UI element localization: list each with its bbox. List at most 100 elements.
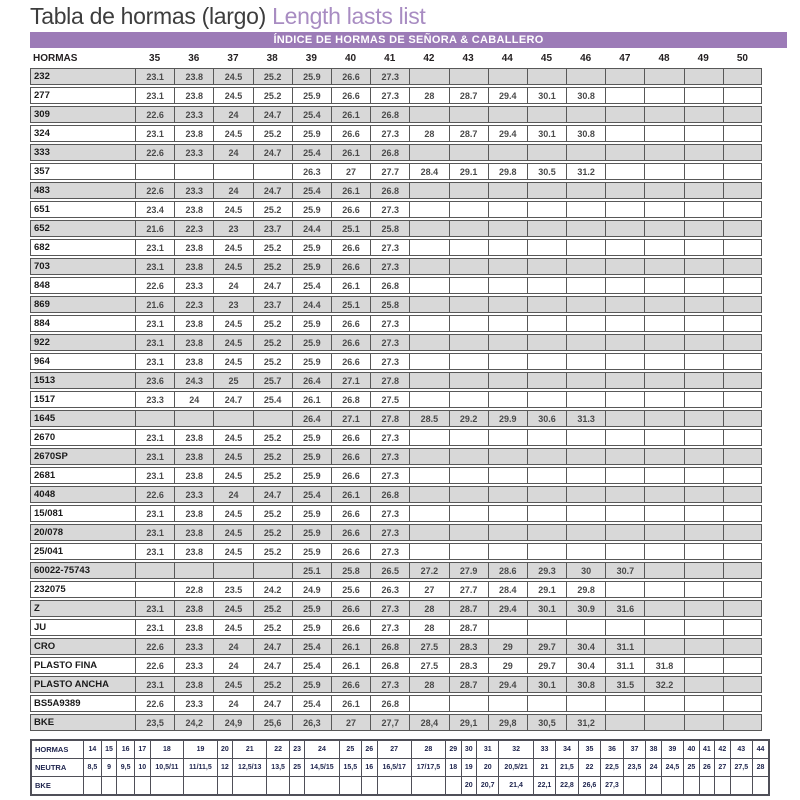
value-cell: 26.1 (330, 657, 371, 674)
value-cell (526, 448, 567, 465)
value-cell: 26.6 (330, 201, 371, 218)
value-cell: 24.4 (291, 296, 331, 313)
size-header-46: 46 (566, 51, 606, 66)
value-cell (683, 448, 723, 465)
value-cell: 27.3 (370, 524, 410, 541)
value-cell (683, 562, 723, 579)
table-row: 25/041 23.1 23.8 24.5 25.2 25.9 26.6 27.3 (30, 543, 762, 560)
value-cell (644, 714, 684, 731)
value-cell: 26.6 (330, 448, 371, 465)
value-cell (605, 581, 645, 598)
value-cell (683, 68, 723, 85)
value-cell: 23.8 (174, 543, 214, 560)
value-cell: 24 (213, 638, 253, 655)
value-cell: 23.8 (174, 676, 214, 693)
value-cell (722, 315, 762, 332)
value-cell (448, 486, 488, 503)
conversion-cell: 20,5/21 (498, 758, 534, 777)
value-cell (644, 87, 684, 104)
value-cell (644, 315, 684, 332)
conversion-cell: 28 (410, 739, 447, 759)
conversion-cell (266, 776, 290, 796)
value-cell (213, 562, 253, 579)
conversion-cell: 19 (183, 739, 218, 759)
value-cell (644, 600, 684, 617)
value-cell: 25.2 (252, 125, 292, 142)
table-row: 277 23.1 23.8 24.5 25.2 25.9 26.6 27.3 28 28.7 29.… (30, 87, 762, 104)
table-row: 884 23.1 23.8 24.5 25.2 25.9 26.6 27.3 (30, 315, 762, 332)
value-cell: 23.8 (174, 87, 214, 104)
value-cell (722, 714, 762, 731)
value-cell: 25.4 (291, 144, 331, 161)
value-cell (487, 467, 527, 484)
value-cell (722, 600, 762, 617)
value-cell: 31,2 (566, 714, 606, 731)
value-cell (448, 391, 488, 408)
value-cell (526, 619, 567, 636)
value-cell (526, 182, 567, 199)
value-cell: 21.6 (135, 296, 175, 313)
value-cell: 31.1 (605, 657, 645, 674)
value-cell: 23.1 (135, 353, 175, 370)
value-cell (409, 201, 449, 218)
conversion-cell: 29 (445, 739, 462, 759)
value-cell (526, 201, 567, 218)
value-cell: 28.4 (409, 163, 449, 180)
value-cell (683, 676, 723, 693)
conversion-cell: 33 (532, 739, 557, 759)
value-cell (683, 714, 723, 731)
value-cell: 30.1 (526, 600, 567, 617)
row-label: Z (30, 600, 135, 617)
conversion-cell (622, 776, 647, 796)
value-cell: 23.1 (135, 600, 175, 617)
conversion-cell: 11/11,5 (183, 758, 218, 777)
value-cell (683, 695, 723, 712)
conversion-cell: 43 (729, 739, 754, 759)
value-cell: 23.8 (174, 258, 214, 275)
value-cell: 26.8 (370, 144, 410, 161)
size-header-41: 41 (370, 51, 410, 66)
value-cell: 23.8 (174, 505, 214, 522)
value-cell (566, 182, 606, 199)
value-cell: 22.3 (174, 220, 214, 237)
value-cell: 32.2 (644, 676, 684, 693)
value-cell (409, 258, 449, 275)
value-cell: 27.3 (370, 429, 410, 446)
value-cell (722, 125, 762, 142)
value-cell: 29.7 (526, 638, 567, 655)
value-cell (644, 144, 684, 161)
conversion-cell: 37 (622, 739, 647, 759)
value-cell: 24 (213, 657, 253, 674)
value-cell (644, 182, 684, 199)
conversion-cell: 27 (714, 758, 731, 777)
value-cell: 23.8 (174, 429, 214, 446)
value-cell (252, 410, 292, 427)
table-row: 20/078 23.1 23.8 24.5 25.2 25.9 26.6 27.3 (30, 524, 762, 541)
row-label: 922 (30, 334, 135, 351)
value-cell (683, 619, 723, 636)
value-cell: 25.9 (291, 429, 331, 446)
value-cell (566, 448, 606, 465)
value-cell: 22.6 (135, 144, 175, 161)
value-cell (722, 334, 762, 351)
value-cell (526, 277, 567, 294)
value-cell (448, 505, 488, 522)
value-cell: 26.8 (370, 638, 410, 655)
value-cell (683, 334, 723, 351)
value-cell: 24.5 (213, 125, 253, 142)
value-cell: 24.7 (252, 277, 292, 294)
value-cell: 23.8 (174, 600, 214, 617)
value-cell: 27.3 (370, 258, 410, 275)
value-cell: 24.5 (213, 619, 253, 636)
value-cell: 31.1 (605, 638, 645, 655)
row-label: BKE (30, 714, 135, 731)
value-cell (644, 638, 684, 655)
value-cell: 27.3 (370, 600, 410, 617)
conversion-cell: 13,5 (266, 758, 290, 777)
value-cell (683, 657, 723, 674)
value-cell: 25.2 (252, 619, 292, 636)
value-cell (448, 258, 488, 275)
size-header-47: 47 (605, 51, 645, 66)
value-cell (526, 258, 567, 275)
conversion-cell: 14 (83, 739, 102, 759)
